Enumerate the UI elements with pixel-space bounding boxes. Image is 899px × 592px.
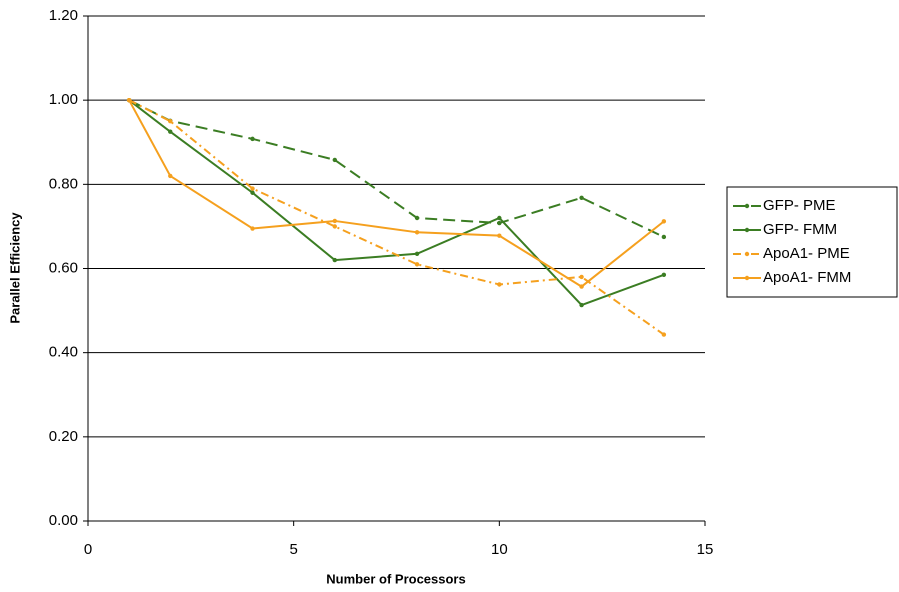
point — [250, 190, 255, 195]
point — [414, 251, 420, 256]
x-tick-label: 0 — [84, 541, 92, 558]
series-line — [128, 99, 665, 288]
point — [168, 119, 173, 124]
point — [332, 257, 337, 263]
point — [579, 284, 584, 289]
point — [126, 97, 132, 103]
point — [332, 224, 337, 229]
point — [579, 274, 584, 280]
legend-label: GFP- FMM — [763, 221, 837, 238]
x-tick-label: 15 — [697, 541, 714, 558]
legend-marker — [744, 275, 750, 281]
y-tick-label: 1.00 — [49, 91, 78, 108]
series-line — [128, 99, 665, 307]
point — [332, 218, 337, 224]
legend-marker — [744, 227, 750, 233]
legend-marker — [744, 203, 750, 209]
y-axis-title: Parallel Efficiency — [7, 212, 22, 324]
point — [579, 195, 584, 200]
x-axis-title: Number of Processors — [326, 571, 465, 586]
y-tick-label: 0.20 — [49, 428, 78, 445]
point — [332, 157, 337, 163]
y-tick-label: 0.60 — [49, 259, 78, 276]
point — [661, 234, 667, 240]
point — [579, 302, 584, 308]
point — [414, 215, 420, 221]
legend-marker — [744, 251, 750, 257]
point — [497, 220, 502, 226]
legend-label: ApoA1- PME — [763, 245, 850, 262]
point — [661, 332, 667, 337]
x-tick-label: 5 — [289, 541, 297, 558]
point — [414, 262, 420, 267]
point — [414, 230, 420, 235]
point — [497, 282, 502, 287]
y-tick-label: 0.00 — [49, 512, 78, 529]
point — [250, 136, 255, 142]
point — [661, 272, 667, 278]
y-tick-label: 0.80 — [49, 175, 78, 192]
legend-label: ApoA1- FMM — [763, 269, 851, 286]
point — [497, 233, 502, 238]
series-line — [128, 99, 665, 336]
point — [661, 219, 667, 224]
legend-label: GFP- PME — [763, 197, 836, 214]
point — [168, 129, 173, 134]
point — [168, 173, 173, 179]
point — [250, 186, 255, 191]
point — [250, 226, 255, 231]
point — [497, 215, 502, 221]
x-tick-label: 10 — [491, 541, 508, 558]
y-tick-label: 0.40 — [49, 344, 78, 361]
series-line — [128, 99, 665, 238]
y-tick-label: 1.20 — [49, 7, 78, 24]
